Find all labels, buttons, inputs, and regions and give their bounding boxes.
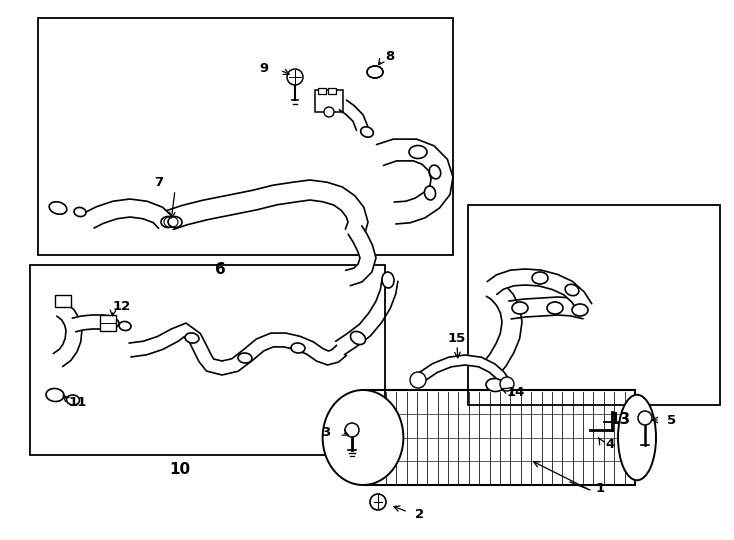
Ellipse shape xyxy=(168,217,182,227)
Ellipse shape xyxy=(105,318,119,328)
Ellipse shape xyxy=(49,202,67,214)
Ellipse shape xyxy=(119,321,131,330)
Text: 1: 1 xyxy=(595,482,605,495)
Polygon shape xyxy=(86,199,171,228)
Ellipse shape xyxy=(547,302,563,314)
Text: 3: 3 xyxy=(321,426,330,438)
Polygon shape xyxy=(340,100,368,130)
Text: 5: 5 xyxy=(667,414,677,427)
Ellipse shape xyxy=(74,207,86,217)
Bar xyxy=(30,265,385,455)
Polygon shape xyxy=(54,304,82,367)
Text: 4: 4 xyxy=(606,437,614,450)
Ellipse shape xyxy=(572,304,588,316)
Text: 11: 11 xyxy=(69,395,87,408)
Polygon shape xyxy=(346,226,376,286)
Ellipse shape xyxy=(565,284,579,296)
Polygon shape xyxy=(167,180,368,235)
Text: 2: 2 xyxy=(415,508,424,521)
Ellipse shape xyxy=(367,66,383,78)
Ellipse shape xyxy=(185,333,199,343)
Text: 13: 13 xyxy=(609,413,631,428)
Ellipse shape xyxy=(429,165,440,179)
Text: 9: 9 xyxy=(259,62,268,75)
Text: 6: 6 xyxy=(214,262,225,278)
Text: 14: 14 xyxy=(506,386,526,399)
Ellipse shape xyxy=(323,390,404,485)
Circle shape xyxy=(345,423,359,437)
Text: 10: 10 xyxy=(170,462,191,477)
Circle shape xyxy=(370,494,386,510)
Circle shape xyxy=(500,377,514,391)
Polygon shape xyxy=(417,355,509,385)
Polygon shape xyxy=(487,269,592,312)
Bar xyxy=(315,90,343,112)
Ellipse shape xyxy=(238,353,252,363)
Ellipse shape xyxy=(532,272,548,284)
Bar xyxy=(468,205,720,405)
Bar xyxy=(318,88,326,94)
Bar xyxy=(55,295,71,307)
Bar xyxy=(365,390,635,485)
Polygon shape xyxy=(335,279,398,355)
Polygon shape xyxy=(482,280,522,376)
Ellipse shape xyxy=(486,379,504,392)
Ellipse shape xyxy=(360,127,374,137)
Ellipse shape xyxy=(409,145,427,159)
Circle shape xyxy=(324,107,334,117)
Polygon shape xyxy=(129,323,346,375)
Text: 15: 15 xyxy=(448,332,466,345)
Ellipse shape xyxy=(67,395,79,405)
Text: 8: 8 xyxy=(385,50,395,63)
Ellipse shape xyxy=(46,388,64,402)
Circle shape xyxy=(287,69,303,85)
Circle shape xyxy=(638,411,652,425)
Text: 12: 12 xyxy=(113,300,131,313)
Ellipse shape xyxy=(382,272,394,288)
Ellipse shape xyxy=(618,395,656,480)
Bar xyxy=(100,315,116,331)
Ellipse shape xyxy=(424,186,435,200)
Bar xyxy=(328,88,336,94)
Text: 7: 7 xyxy=(154,176,163,188)
Circle shape xyxy=(410,372,426,388)
Ellipse shape xyxy=(512,302,528,314)
Ellipse shape xyxy=(161,217,175,227)
Ellipse shape xyxy=(350,332,366,345)
Bar xyxy=(38,18,453,255)
Polygon shape xyxy=(377,139,453,224)
Polygon shape xyxy=(73,315,113,332)
Polygon shape xyxy=(509,297,587,319)
Ellipse shape xyxy=(291,343,305,353)
